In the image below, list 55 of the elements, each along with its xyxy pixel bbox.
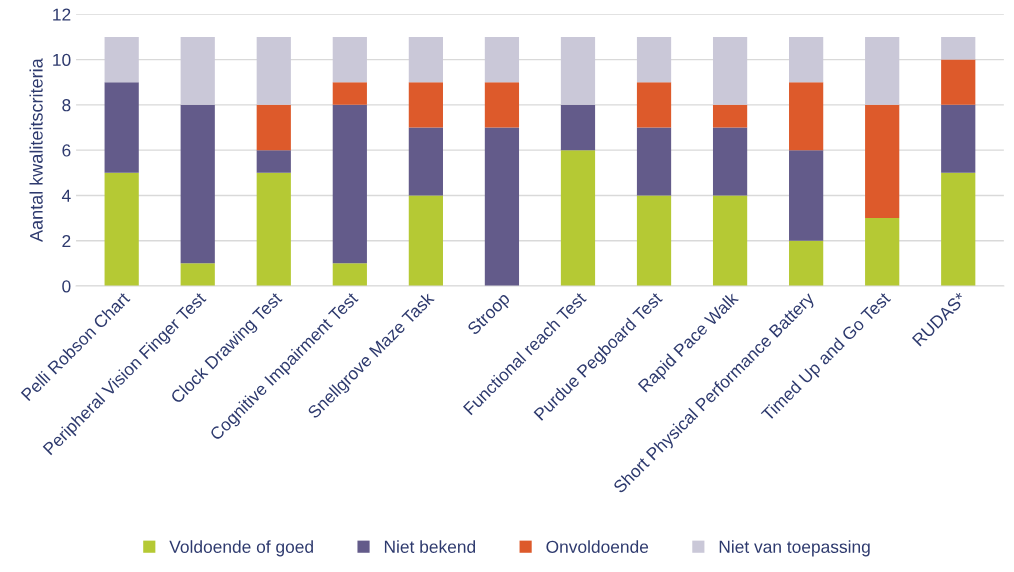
legend-label: Onvoldoende <box>546 540 649 553</box>
bar <box>865 104 900 219</box>
bar <box>104 36 139 83</box>
bar <box>636 82 672 128</box>
legend-label: Voldoende of goed <box>169 540 313 557</box>
bar <box>484 36 520 83</box>
bar <box>789 36 824 83</box>
legend-label: Niet van toepassing <box>719 540 870 557</box>
bar <box>332 82 367 105</box>
y-tick-label: 6 <box>62 144 71 157</box>
bar <box>180 104 215 264</box>
bar <box>332 104 367 264</box>
bar <box>484 82 520 128</box>
bar <box>712 195 748 286</box>
bar <box>941 172 976 286</box>
bar <box>408 36 443 83</box>
bar <box>484 127 520 286</box>
bar <box>789 240 824 286</box>
bar <box>941 59 976 105</box>
bar <box>941 104 976 173</box>
bar <box>865 36 900 105</box>
y-axis-title: Aantal kwaliteitscriteria <box>29 58 43 242</box>
y-tick-label: 8 <box>62 99 71 112</box>
bar <box>941 36 976 60</box>
y-tick-label: 2 <box>62 234 71 248</box>
y-tick-label: 0 <box>62 280 71 293</box>
bar <box>332 36 367 83</box>
bar <box>256 150 291 173</box>
bar <box>104 82 139 173</box>
bar <box>408 127 443 196</box>
bar <box>408 82 443 128</box>
bar <box>104 172 139 286</box>
bar <box>408 195 443 286</box>
y-tick-label: 10 <box>53 53 71 67</box>
bar <box>256 36 291 105</box>
bar <box>789 150 824 241</box>
bar <box>712 36 748 105</box>
y-tick-label: 4 <box>61 189 71 202</box>
bar <box>712 127 748 196</box>
bar <box>560 36 596 105</box>
legend-label: Niet bekend <box>384 540 476 553</box>
bar <box>180 36 215 105</box>
bar <box>712 104 748 128</box>
bar <box>560 104 596 151</box>
bar <box>789 82 824 151</box>
bar <box>332 263 367 286</box>
y-tick-label: 12 <box>53 8 71 21</box>
bar <box>865 218 900 286</box>
bar <box>560 150 596 286</box>
bar <box>256 172 291 286</box>
bar <box>256 104 291 151</box>
bar <box>636 195 672 286</box>
bar <box>180 263 215 286</box>
bar <box>636 127 672 196</box>
bar <box>636 36 672 83</box>
